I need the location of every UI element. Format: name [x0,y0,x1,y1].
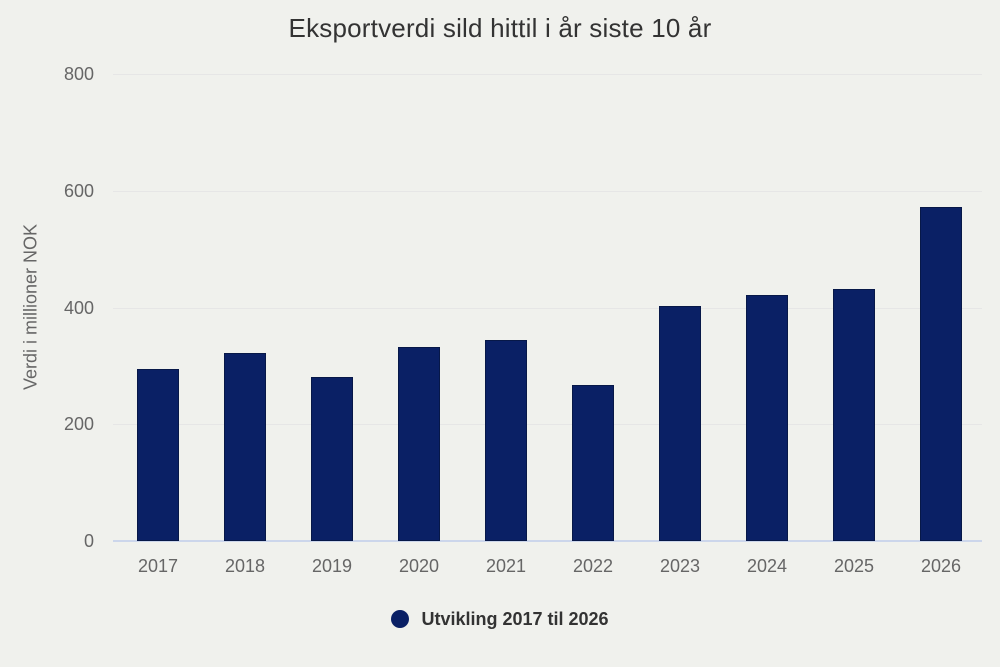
y-tick-label-400: 400 [63,297,94,318]
x-tick-label-2024: 2024 [746,556,788,576]
bar-2021[interactable] [485,340,527,541]
x-tick-label-2025: 2025 [833,556,875,576]
x-tick-label-2021: 2021 [485,556,527,576]
gridline-400 [113,307,982,309]
y-tick-label-0: 0 [83,531,94,551]
bar-2023[interactable] [659,306,701,541]
x-tick-label-2017: 2017 [137,556,179,576]
x-tick-label-2018: 2018 [224,556,266,576]
x-tick-label-2022: 2022 [572,556,614,576]
bar-2018[interactable] [224,353,266,541]
x-tick-label-2019: 2019 [311,556,353,576]
legend-label: Utvikling 2017 til 2026 [421,608,609,629]
y-tick-label-200: 200 [63,414,94,435]
y-tick-label-800: 800 [63,64,94,84]
bar-2025[interactable] [833,289,875,541]
gridline-200 [113,424,982,426]
gridline-800 [113,74,982,75]
chart-title: Eksportverdi sild hittil i år siste 10 å… [288,13,712,43]
x-tick-label-2020: 2020 [398,556,440,576]
bar-2019[interactable] [311,376,353,541]
bar-2026[interactable] [920,207,962,541]
x-tick-label-2026: 2026 [920,556,962,576]
x-axis-line [113,540,982,542]
gridline-600 [113,190,982,192]
y-tick-label-600: 600 [63,180,94,201]
legend-series-dot-icon [391,610,410,628]
bar-2024[interactable] [746,295,788,541]
bar-2017[interactable] [137,369,179,541]
bar-2020[interactable] [398,347,440,541]
bar-2022[interactable] [572,384,614,541]
x-tick-label-2023: 2023 [659,556,701,576]
legend-item[interactable]: Utvikling 2017 til 2026 [0,605,1000,633]
